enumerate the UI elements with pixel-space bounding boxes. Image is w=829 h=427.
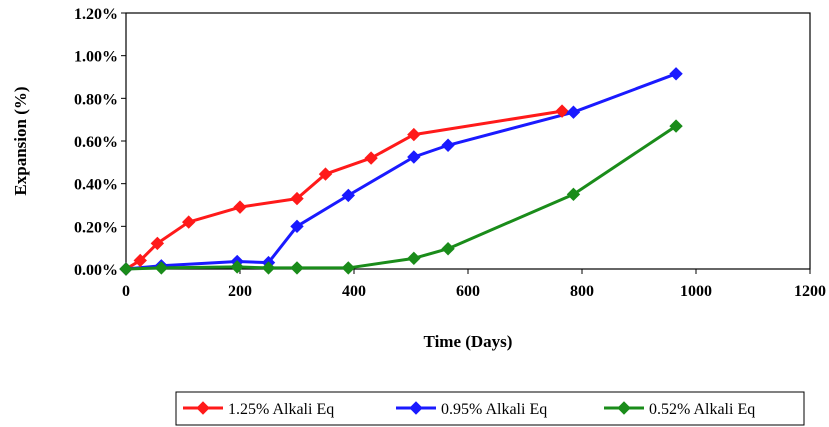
data-point-series-0 [364,151,378,165]
x-axis-title: Time (Days) [424,332,513,351]
x-tick-label: 1200 [794,283,826,300]
legend-label-0: 1.25% Alkali Eq [228,401,334,418]
data-point-series-1 [341,188,356,203]
data-point-series-1 [290,219,304,234]
data-point-series-2 [669,119,683,133]
data-point-series-2 [154,261,169,275]
y-tick-label: 0.60% [74,134,118,151]
data-point-series-1 [407,150,421,164]
series-line-2 [125,124,677,271]
legend-marker-2 [617,401,631,415]
data-point-series-2 [230,260,244,274]
x-tick-label: 800 [570,283,594,300]
legend-marker-1 [409,401,423,415]
data-point-series-2 [290,261,304,275]
data-point-series-0 [133,253,147,268]
data-point-series-0 [407,127,421,142]
data-point-series-0 [233,200,247,214]
y-tick-label: 0.00% [74,262,118,279]
data-point-series-0 [181,215,196,229]
data-point-series-1 [669,67,683,81]
data-point-series-1 [441,138,455,152]
x-tick-label: 600 [456,283,480,300]
series-line-1 [125,72,677,271]
data-point-series-2 [119,262,133,276]
data-point-series-0 [150,236,165,251]
data-point-series-0 [290,191,304,206]
y-axis-title: Expansion (%) [11,86,30,195]
series-line-0 [125,109,563,271]
y-tick-label: 1.20% [74,6,118,23]
data-point-series-2 [566,187,581,202]
legend-label-1: 0.95% Alkali Eq [441,401,547,418]
data-point-series-0 [555,104,569,118]
data-point-series-2 [407,251,421,266]
x-tick-label: 400 [342,283,366,300]
x-tick-label: 200 [228,283,252,300]
data-point-series-2 [261,261,276,275]
legend-box [175,391,805,426]
y-tick-label: 0.80% [74,91,118,108]
data-point-series-2 [341,261,356,275]
data-point-series-2 [441,242,455,256]
x-tick-label: 0 [122,283,130,300]
y-tick-label: 0.20% [74,219,118,236]
x-tick-label: 1000 [680,283,712,300]
legend-marker-0 [196,401,210,415]
legend-label-2: 0.52% Alkali Eq [649,401,755,418]
data-point-series-1 [566,105,581,119]
y-tick-label: 0.40% [74,177,118,194]
y-tick-label: 1.00% [74,49,118,66]
data-point-series-0 [318,167,333,181]
